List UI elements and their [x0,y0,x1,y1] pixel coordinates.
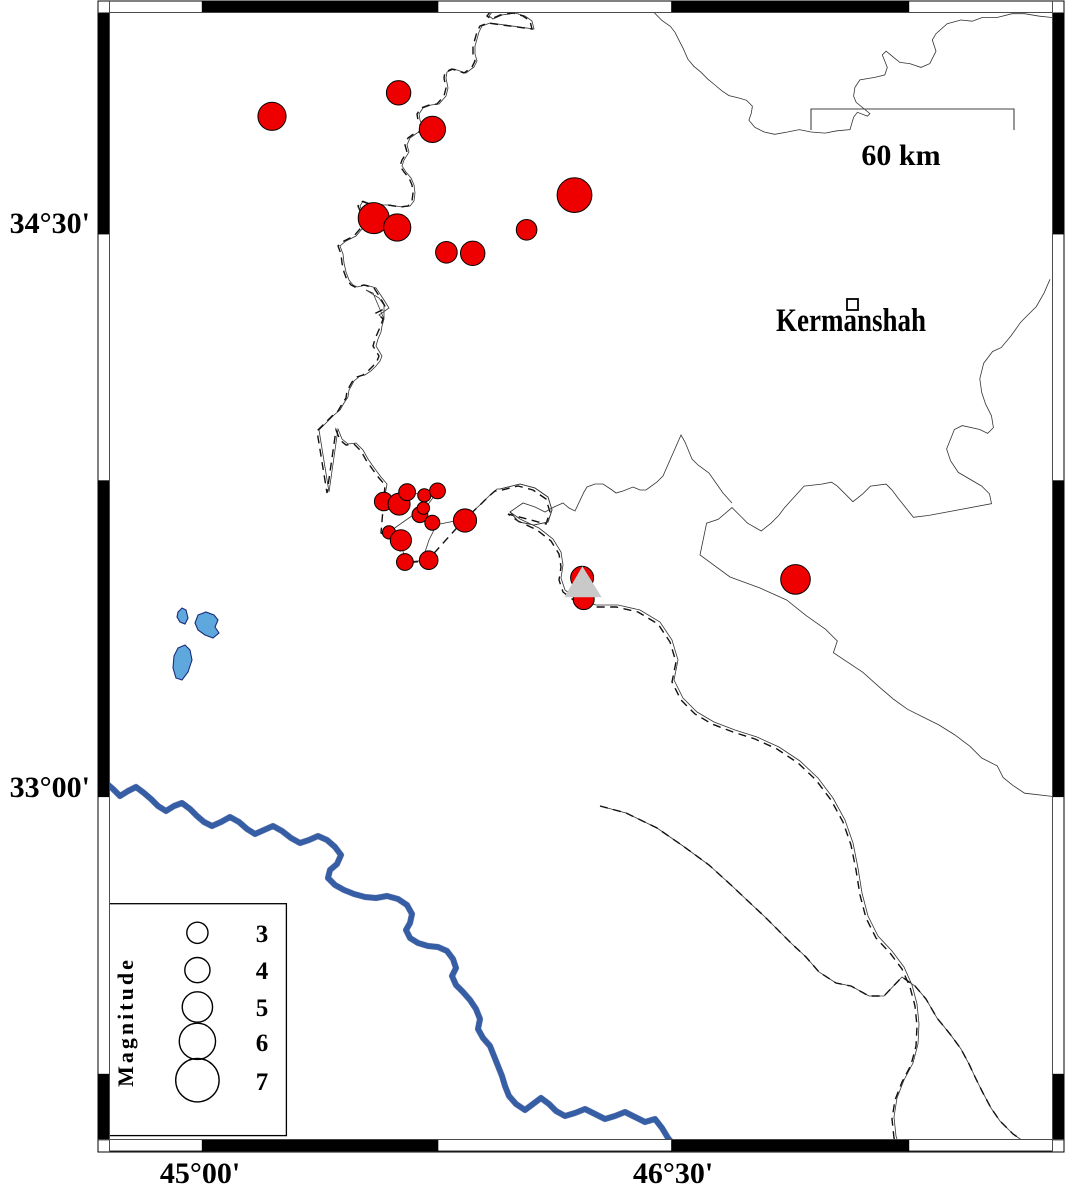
svg-text:Magnitude: Magnitude [113,957,138,1087]
svg-text:46°30': 46°30' [633,1157,713,1189]
svg-text:3: 3 [256,921,269,948]
svg-text:5: 5 [256,995,269,1022]
svg-text:7: 7 [256,1069,269,1096]
svg-text:4: 4 [256,958,269,985]
svg-text:Kermanshah: Kermanshah [776,303,926,339]
svg-text:33°00': 33°00' [10,771,90,804]
svg-text:45°00': 45°00' [160,1157,240,1189]
svg-text:6: 6 [256,1030,269,1057]
svg-text:60 km: 60 km [861,139,940,172]
svg-text:34°30': 34°30' [10,207,90,240]
